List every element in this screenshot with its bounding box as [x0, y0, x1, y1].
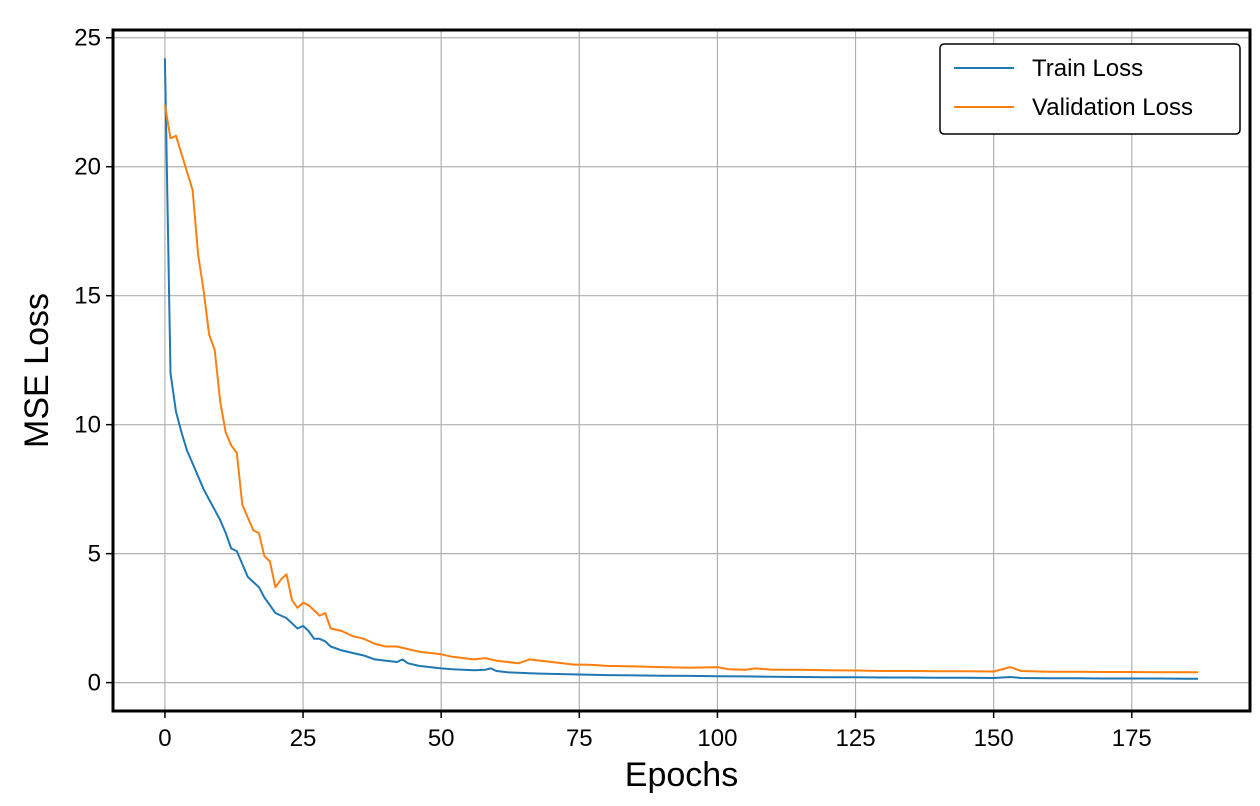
- x-tick-label: 175: [1112, 725, 1152, 752]
- x-tick-label: 125: [836, 725, 876, 752]
- y-tick-label: 15: [74, 283, 101, 310]
- grid: [113, 30, 1250, 711]
- series-line-train-loss: [163, 58, 1199, 680]
- plot-frame: [111, 28, 1252, 713]
- y-tick-label: 5: [88, 541, 101, 568]
- series-line-validation-loss: [163, 104, 1199, 674]
- x-tick-label: 75: [566, 725, 593, 752]
- y-axis-ticks: 0 5 10 15 20 25: [74, 25, 113, 697]
- y-tick-label: 0: [88, 670, 101, 697]
- legend-label: Validation Loss: [1032, 94, 1193, 121]
- legend: Train Loss Validation Loss: [939, 43, 1241, 135]
- x-axis-ticks: 0 25 50 75 100 125 150 175: [158, 711, 1152, 752]
- y-tick-label: 25: [74, 25, 101, 52]
- x-axis-label: Epochs: [625, 756, 738, 794]
- y-axis-label: MSE Loss: [18, 293, 56, 448]
- x-tick-label: 100: [697, 725, 737, 752]
- legend-label: Train Loss: [1032, 55, 1143, 82]
- legend-box: [939, 43, 1241, 135]
- y-tick-label: 20: [74, 154, 101, 181]
- x-tick-label: 0: [158, 725, 171, 752]
- series-lines: [163, 58, 1199, 680]
- y-tick-label: 10: [74, 412, 101, 439]
- x-tick-label: 50: [428, 725, 455, 752]
- x-tick-label: 25: [290, 725, 317, 752]
- x-tick-label: 150: [974, 725, 1014, 752]
